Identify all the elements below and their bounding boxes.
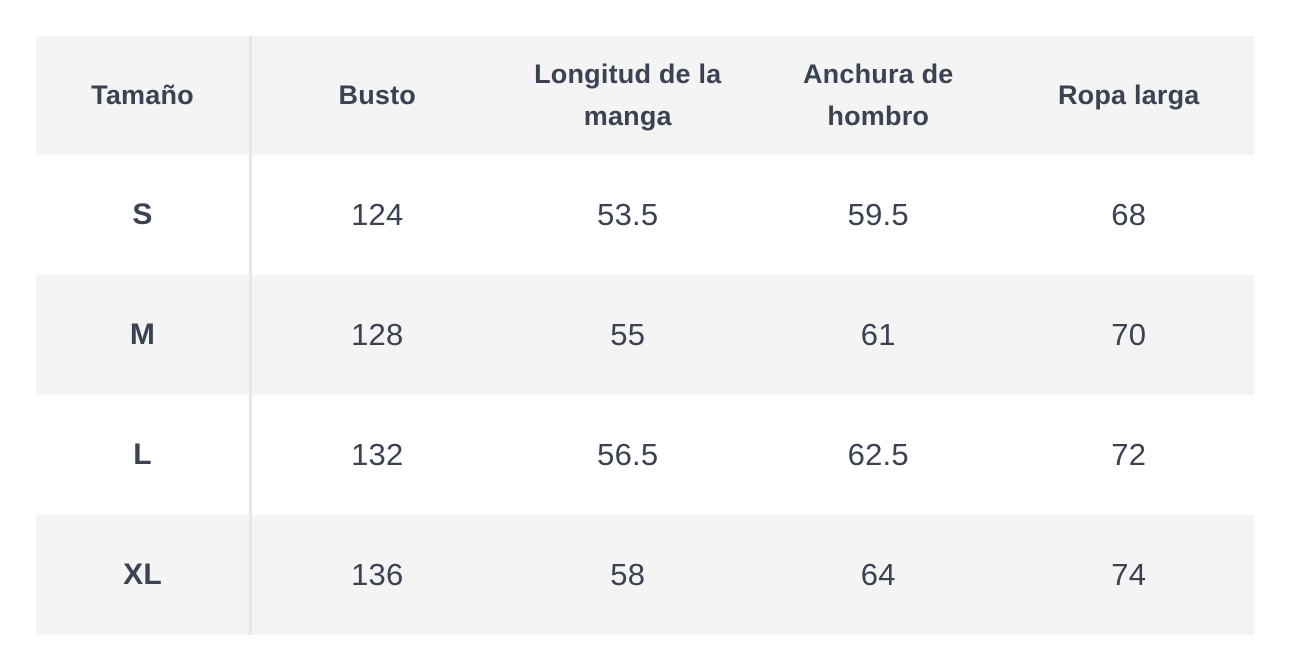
table-row-l: L 132 56.5 62.5 72 bbox=[36, 395, 1254, 515]
size-cell: XL bbox=[36, 515, 252, 635]
value-cell: 56.5 bbox=[597, 437, 659, 472]
value-cell: 124 bbox=[351, 197, 404, 232]
value-cell: 58 bbox=[610, 557, 646, 592]
value-cell: 55 bbox=[610, 317, 646, 352]
value-cell: 61 bbox=[860, 317, 896, 352]
size-cell: M bbox=[36, 275, 252, 395]
table-row-s: S 124 53.5 59.5 68 bbox=[36, 155, 1254, 275]
size-chart-table: Tamaño Busto Longitud de la manga Anchur… bbox=[36, 36, 1254, 635]
header-row: Tamaño Busto Longitud de la manga Anchur… bbox=[36, 36, 1254, 155]
value-cell: 136 bbox=[351, 557, 404, 592]
size-cell: L bbox=[36, 395, 252, 515]
value-cell: 70 bbox=[1111, 317, 1147, 352]
header-cell-bust: Busto bbox=[338, 79, 416, 110]
value-cell: 62.5 bbox=[847, 437, 909, 472]
value-cell: 72 bbox=[1111, 437, 1147, 472]
header-cell-garment-length: Ropa larga bbox=[1057, 79, 1200, 110]
value-cell: 64 bbox=[860, 557, 896, 592]
value-cell: 68 bbox=[1111, 197, 1147, 232]
value-cell: 59.5 bbox=[847, 197, 909, 232]
value-cell: 132 bbox=[351, 437, 404, 472]
table-row-m: M 128 55 61 70 bbox=[36, 275, 1254, 395]
value-cell: 74 bbox=[1111, 557, 1147, 592]
header-cell-sleeve-length: Longitud de la manga bbox=[534, 58, 722, 131]
value-cell: 53.5 bbox=[597, 197, 659, 232]
table-row-xl: XL 136 58 64 74 bbox=[36, 515, 1254, 635]
size-cell: S bbox=[36, 155, 252, 275]
header-cell-shoulder-width: Anchura de hombro bbox=[802, 58, 954, 131]
value-cell: 128 bbox=[351, 317, 404, 352]
header-cell-size: Tamaño bbox=[36, 36, 252, 155]
